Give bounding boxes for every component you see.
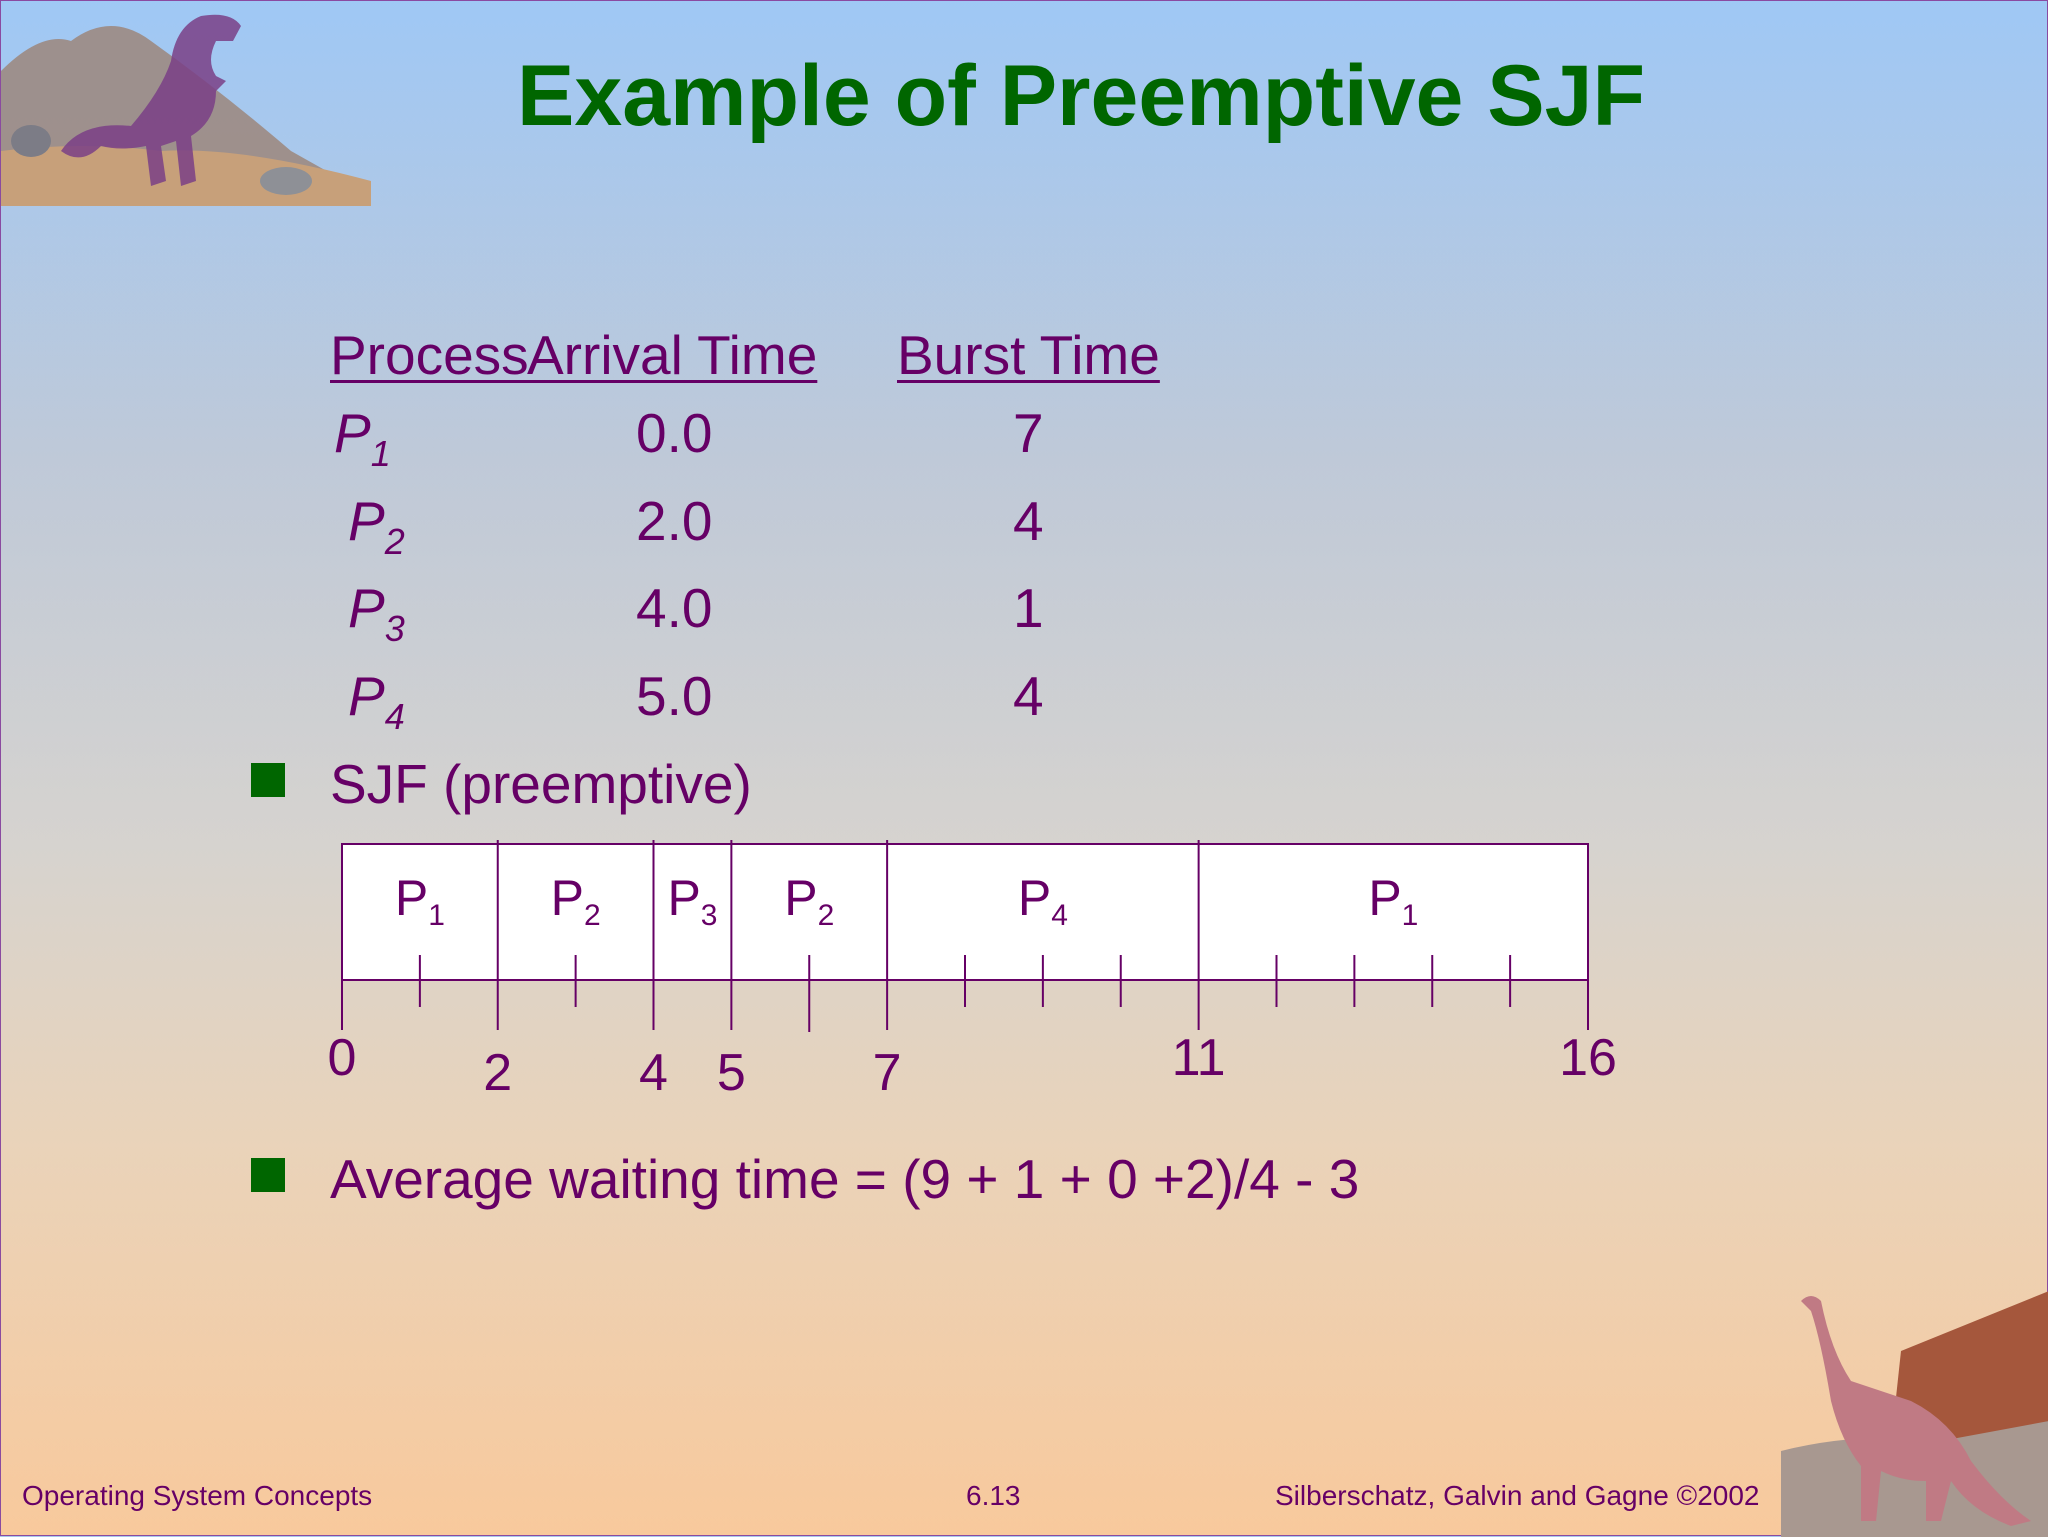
gantt-segment-label: P4: [1017, 870, 1068, 932]
gantt-time-label: 2: [483, 1044, 513, 1102]
gantt-time-label: 7: [872, 1044, 902, 1102]
row-4-process: P4: [348, 665, 405, 737]
gantt-time-label: 11: [1171, 1029, 1226, 1087]
gantt-time-label: 0: [327, 1029, 357, 1087]
row-4-burst: 4: [1013, 665, 1044, 727]
gantt-segment-label: P2: [784, 870, 835, 932]
gantt-segment-label: P1: [394, 870, 445, 932]
bullet-sjf-preemptive: SJF (preemptive): [330, 753, 752, 815]
header-process: Process: [330, 324, 529, 386]
row-2-burst: 4: [1013, 490, 1044, 552]
gantt-box: [341, 843, 1589, 981]
footer-authors: Silberschatz, Galvin and Gagne ©2002: [1275, 1480, 1760, 1511]
gantt-segment-label: P1: [1368, 870, 1419, 932]
row-1-arrival: 0.0: [636, 402, 713, 464]
row-4-arrival: 5.0: [636, 665, 713, 727]
gantt-segment-label: P2: [550, 870, 601, 932]
gantt-segment-label: P3: [667, 870, 718, 932]
row-2-process: P2: [348, 490, 405, 562]
trex-illustration: [1, 14, 371, 206]
gantt-time-label: 5: [716, 1044, 746, 1102]
row-1-process: P1: [334, 402, 391, 474]
footer-page-number: 6.13: [966, 1480, 1021, 1511]
gantt-time-label: 16: [1559, 1029, 1617, 1087]
row-3-process: P3: [348, 577, 405, 649]
gantt-time-label: 4: [639, 1044, 668, 1102]
header-arrival-time: Arrival Time: [527, 324, 818, 386]
footer-course: Operating System Concepts: [22, 1480, 373, 1511]
row-3-burst: 1: [1013, 577, 1044, 639]
row-3-arrival: 4.0: [636, 577, 713, 639]
bullet-average-waiting-time: Average waiting time = (9 + 1 + 0 +2)/4 …: [330, 1148, 1360, 1210]
bullet-marker-1: [251, 763, 285, 797]
row-1-burst: 7: [1013, 402, 1044, 464]
row-2-arrival: 2.0: [636, 490, 713, 552]
header-burst-time: Burst Time: [897, 324, 1160, 386]
bullet-marker-2: [251, 1158, 285, 1192]
brontosaurus-illustration: [1781, 1291, 2048, 1537]
slide-title: Example of Preemptive SJF: [517, 48, 1645, 144]
